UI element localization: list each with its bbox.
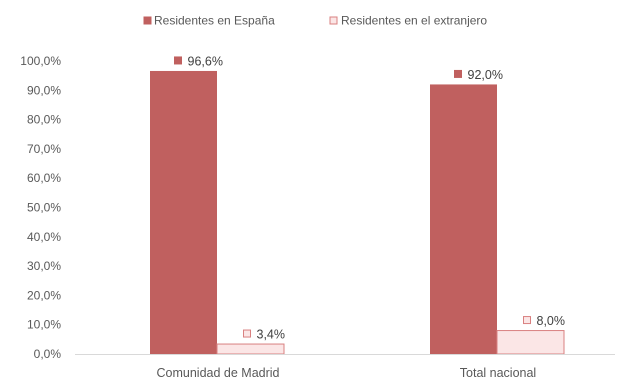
data-label-key-2-1 [243,329,251,338]
bar-espana-1 [150,70,217,354]
data-label-key-1-1 [174,56,182,65]
data-label: 92,0% [468,68,503,82]
bar-espana-2 [430,84,497,354]
legend: Residentes en España Residentes en el ext… [143,14,487,28]
data-label: 8,0% [537,314,566,328]
y-tick-label: 80,0% [27,113,61,127]
y-tick-label: 0,0% [34,347,62,361]
data-label: 3,4% [257,328,286,342]
bar-extranjero-2 [496,330,565,355]
y-axis: 0,0% 10,0% 20,0% 30,0% 40,0% 50,0% 60,0% 70,0% 8… [20,54,61,361]
x-axis: Comunidad de Madrid Total nacional [157,366,537,380]
y-tick-label: 100,0% [20,54,61,68]
bars [75,70,615,355]
legend-swatch-2 [329,16,338,25]
data-label: 96,6% [188,54,223,68]
y-tick-label: 40,0% [27,230,61,244]
legend-label-1: Residentes en España [154,14,275,28]
y-tick-label: 50,0% [27,201,61,215]
legend-swatch-1 [143,16,152,25]
legend-label-2: Residentes en el extranjero [341,14,487,28]
y-tick-label: 90,0% [27,83,61,97]
bar-extranjero-1 [216,343,285,355]
category-label: Comunidad de Madrid [157,366,280,380]
y-tick-label: 30,0% [27,259,61,273]
y-tick-label: 60,0% [27,171,61,185]
y-tick-label: 70,0% [27,142,61,156]
data-label-key-1-2 [454,69,462,78]
y-tick-label: 20,0% [27,288,61,302]
data-labels: 96,6% 3,4% 92,0% 8,0% [174,54,566,342]
y-tick-label: 10,0% [27,318,61,332]
data-label-key-2-2 [523,316,531,325]
category-label: Total nacional [460,366,536,380]
